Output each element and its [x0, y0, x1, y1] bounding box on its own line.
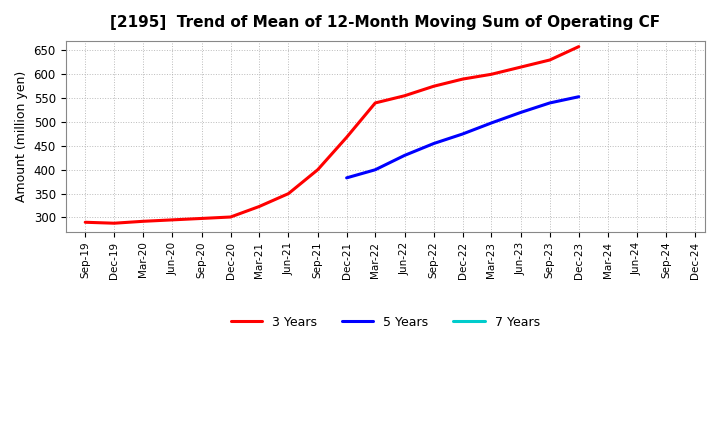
- Line: 5 Years: 5 Years: [346, 97, 579, 178]
- Line: 3 Years: 3 Years: [85, 47, 579, 223]
- Title: [2195]  Trend of Mean of 12-Month Moving Sum of Operating CF: [2195] Trend of Mean of 12-Month Moving …: [110, 15, 660, 30]
- Y-axis label: Amount (million yen): Amount (million yen): [15, 71, 28, 202]
- Legend: 3 Years, 5 Years, 7 Years: 3 Years, 5 Years, 7 Years: [226, 311, 545, 334]
